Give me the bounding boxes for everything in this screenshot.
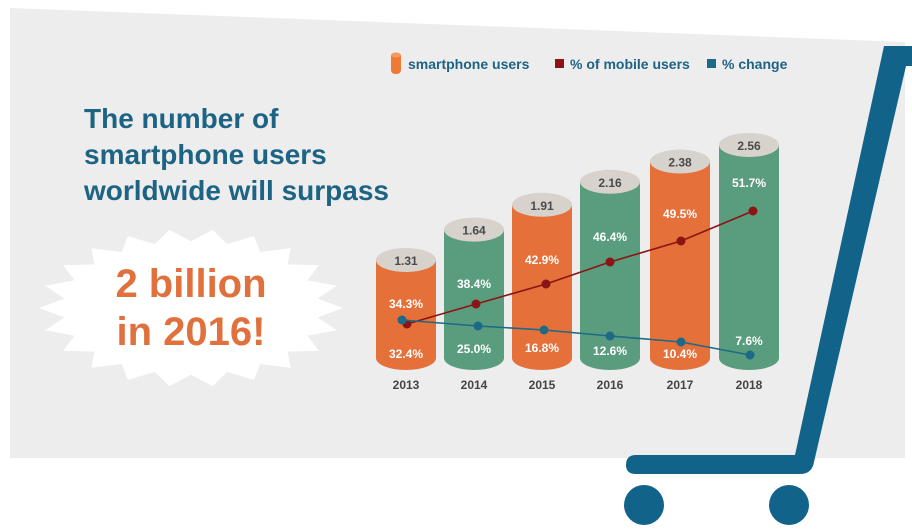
bar-value-label: 2.16 xyxy=(598,176,622,190)
bar xyxy=(376,248,436,370)
pct-change-label: 7.6% xyxy=(735,334,763,348)
headline-line-1: The number of xyxy=(84,103,279,134)
pct-change-label: 12.6% xyxy=(593,344,627,358)
pct-change-point xyxy=(605,331,615,341)
bar xyxy=(444,217,504,370)
cart-wheel-right xyxy=(769,485,809,525)
cylinder-icon xyxy=(391,53,401,74)
bar-cap xyxy=(444,217,504,242)
line-series xyxy=(397,206,758,360)
legend-label-pct-change: % change xyxy=(722,56,788,72)
pct-mobile-label: 42.9% xyxy=(525,253,559,267)
bar-body xyxy=(650,161,710,358)
x-tick-label: 2014 xyxy=(461,378,488,392)
bar-value-label: 1.91 xyxy=(530,199,554,213)
pct-mobile-point xyxy=(541,279,551,289)
bar-cap xyxy=(719,133,779,157)
bar xyxy=(650,149,710,370)
x-tick-label: 2013 xyxy=(393,378,420,392)
pct-mobile-point xyxy=(676,236,686,246)
pct-mobile-label: 49.5% xyxy=(663,207,697,221)
bar-value-label: 2.38 xyxy=(668,156,692,170)
legend-label-smartphone-users: smartphone users xyxy=(408,56,530,72)
bar xyxy=(512,192,572,370)
square-icon xyxy=(707,59,716,68)
headline-line-3: worldwide will surpass xyxy=(83,175,389,206)
bar-value-label: 1.31 xyxy=(394,254,418,268)
bar-body xyxy=(512,204,572,358)
pct-mobile-label: 34.3% xyxy=(389,297,423,311)
pct-mobile-point xyxy=(471,299,481,309)
bar-value-label: 2.56 xyxy=(737,139,761,153)
pct-mobile-point xyxy=(748,206,758,216)
legend: smartphone users % of mobile users % cha… xyxy=(391,52,788,74)
pct-change-label: 25.0% xyxy=(457,342,491,356)
pct-mobile-label: 38.4% xyxy=(457,277,491,291)
bar-cap xyxy=(580,169,640,194)
burst-line-1: 2 billion xyxy=(115,262,266,306)
cylinder-top-icon xyxy=(391,52,401,58)
pct-change-line xyxy=(401,319,751,356)
pct-change-point xyxy=(539,325,549,335)
bar-body xyxy=(376,260,436,358)
x-axis-labels: 2013 2014 2015 2016 2017 2018 xyxy=(393,378,763,392)
bar xyxy=(580,169,640,370)
bar-bottom xyxy=(376,346,436,370)
bar-value-label: 1.64 xyxy=(462,224,486,238)
starburst-shape xyxy=(39,229,343,387)
pct-mobile-point xyxy=(605,257,615,267)
headline: The number of smartphone users worldwide… xyxy=(83,103,389,206)
bar-cap xyxy=(376,248,436,272)
legend-item-pct-change: % change xyxy=(707,56,788,72)
pct-change-label: 32.4% xyxy=(389,347,423,361)
x-tick-label: 2018 xyxy=(736,378,763,392)
data-labels: 1.31 1.64 1.91 2.16 2.38 2.56 34.3% 38.4% 42.9% 4… xyxy=(389,139,766,361)
cart-wheel-left xyxy=(624,485,664,525)
bar-series xyxy=(376,133,779,370)
legend-item-pct-mobile-users: % of mobile users xyxy=(555,56,690,72)
x-tick-label: 2015 xyxy=(529,378,556,392)
bar-body xyxy=(719,145,779,358)
pct-change-label: 10.4% xyxy=(663,347,697,361)
bar-cap xyxy=(650,149,710,174)
burst-line-2: in 2016! xyxy=(117,310,266,354)
bar-bottom xyxy=(650,346,710,370)
starburst-callout: 2 billion in 2016! xyxy=(39,229,343,387)
pct-change-point xyxy=(397,315,407,325)
shopping-cart-icon xyxy=(624,46,912,525)
x-tick-label: 2016 xyxy=(597,378,624,392)
legend-label-pct-mobile-users: % of mobile users xyxy=(570,56,690,72)
bar-cap xyxy=(512,192,572,217)
legend-item-smartphone-users: smartphone users xyxy=(391,52,530,74)
pct-mobile-line xyxy=(406,210,754,325)
pct-mobile-label: 51.7% xyxy=(732,176,766,190)
headline-line-2: smartphone users xyxy=(84,139,327,170)
cart-handle xyxy=(626,46,912,474)
bar-bottom xyxy=(444,346,504,370)
bar-body xyxy=(444,229,504,358)
pct-change-point xyxy=(676,337,686,347)
pct-change-point xyxy=(745,350,755,360)
pct-change-label: 16.8% xyxy=(525,341,559,355)
bar-bottom xyxy=(580,346,640,370)
pct-mobile-label: 46.4% xyxy=(593,230,627,244)
x-tick-label: 2017 xyxy=(667,378,694,392)
pct-change-point xyxy=(473,321,483,331)
bar-body xyxy=(580,181,640,358)
bar-bottom xyxy=(512,346,572,370)
square-icon xyxy=(555,59,564,68)
